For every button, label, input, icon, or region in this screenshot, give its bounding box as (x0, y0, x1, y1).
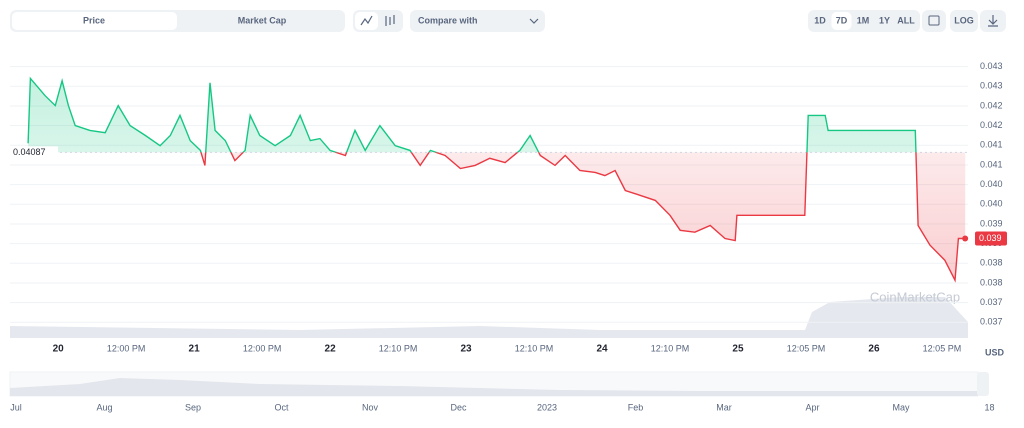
y-tick-label: 0.042 (980, 120, 1003, 130)
y-tick-label: 0.038 (980, 258, 1003, 268)
area-down (200, 152, 966, 281)
candle-icon[interactable] (385, 15, 395, 26)
y-tick-label: 0.037 (980, 317, 1003, 327)
tab-price[interactable]: Price (83, 15, 105, 25)
last-point (962, 235, 969, 242)
navigator-label: 2023 (537, 402, 557, 412)
y-tick-label: 0.040 (980, 179, 1003, 189)
price-tag (975, 231, 1007, 246)
watermark: CoinMarketCap (870, 289, 960, 304)
navigator-label: Feb (628, 402, 644, 412)
area-up (28, 78, 966, 153)
y-tick-label: 0.042 (980, 100, 1003, 110)
log-label: LOG (954, 15, 974, 25)
y-tick-label: 0.041 (980, 159, 1003, 169)
x-tick-label: 12:10 PM (651, 343, 690, 353)
download-icon (988, 15, 998, 27)
y-tick-label: 0.043 (980, 61, 1003, 71)
y-tick-label: 0.040 (980, 199, 1003, 209)
y-tick-label: 0.041 (980, 140, 1003, 150)
navigator-label: Jul (10, 402, 22, 412)
price-tag-label: 0.039 (979, 233, 1002, 243)
navigator-label: Dec (450, 402, 467, 412)
currency-label: USD (985, 347, 1005, 357)
navigator-label: Nov (362, 402, 379, 412)
range-active (831, 12, 852, 30)
y-tick-label: 0.037 (980, 297, 1003, 307)
range-button[interactable]: ALL (897, 15, 915, 25)
x-tick-label: 12:10 PM (515, 343, 554, 353)
range-button[interactable]: 1D (814, 15, 826, 25)
x-tick-label: 24 (596, 344, 608, 355)
navigator-label: 18 (984, 402, 994, 412)
compare-select[interactable] (410, 10, 545, 32)
x-tick-label: 12:05 PM (787, 343, 826, 353)
price-line-down (200, 152, 966, 283)
y-tick-label: 0.039 (980, 218, 1003, 228)
tab-market-cap[interactable]: Market Cap (238, 15, 287, 25)
range-button[interactable]: 1Y (879, 15, 890, 25)
x-tick-label: 25 (732, 344, 744, 355)
navigator-label: Apr (805, 402, 819, 412)
baseline-label: 0.04087 (13, 147, 46, 157)
navigator-label: Mar (716, 402, 732, 412)
navigator-label: Sep (185, 402, 201, 412)
range-button[interactable]: 7D (836, 15, 848, 25)
price-line-up (27, 76, 917, 153)
range-button[interactable]: 1M (857, 15, 870, 25)
calendar-icon (928, 15, 940, 26)
x-tick-label: 26 (868, 344, 880, 355)
compare-label: Compare with (418, 15, 478, 25)
y-tick-label: 0.038 (980, 277, 1003, 287)
x-tick-label: 23 (460, 344, 472, 355)
x-tick-label: 12:00 PM (107, 343, 146, 353)
navigator-label: May (892, 402, 910, 412)
volume-area (10, 297, 968, 338)
y-tick-label: 0.043 (980, 81, 1003, 91)
log-button[interactable] (950, 10, 978, 32)
calendar-button[interactable] (922, 10, 946, 32)
x-tick-label: 20 (53, 344, 65, 355)
tab-active[interactable] (12, 12, 177, 30)
baseline-tag (10, 146, 58, 159)
x-tick-label: 21 (189, 344, 201, 355)
x-tick-label: 22 (325, 344, 337, 355)
navigator-handle[interactable] (977, 372, 989, 396)
chevron (529, 18, 539, 24)
x-tick-label: 12:05 PM (923, 343, 962, 353)
x-tick-label: 12:10 PM (379, 343, 418, 353)
navigator-area (10, 378, 978, 396)
line-icon (360, 15, 373, 26)
navigator-label: Oct (274, 402, 289, 412)
navigator-label: Aug (96, 402, 112, 412)
x-tick-label: 12:00 PM (243, 343, 282, 353)
